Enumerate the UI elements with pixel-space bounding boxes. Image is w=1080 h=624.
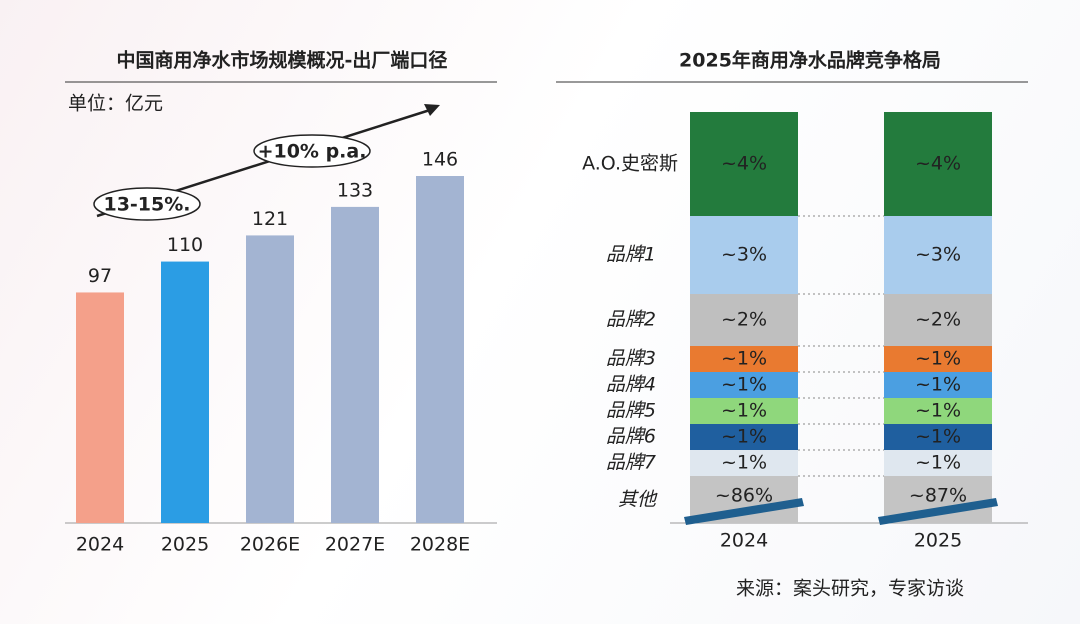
bar-segment <box>690 398 798 424</box>
value-label: ~1% <box>915 374 961 396</box>
legend-label: 品牌4 <box>606 374 656 396</box>
bar-segment <box>884 450 992 476</box>
legend-label: A.O.史密斯 <box>582 153 678 175</box>
right-title: 2025年商用净水品牌竞争格局 <box>679 49 941 72</box>
axis-break <box>878 498 998 525</box>
value-label: 121 <box>252 208 288 230</box>
value-label: ~1% <box>721 348 767 370</box>
bar-segment <box>690 216 798 294</box>
value-label: ~1% <box>721 426 767 448</box>
bar <box>76 292 124 523</box>
value-label: ~1% <box>915 452 961 474</box>
bar <box>416 176 464 523</box>
bar-segment <box>690 450 798 476</box>
bar-segment <box>690 424 798 450</box>
value-label: 97 <box>88 265 112 287</box>
annotation: 13-15%. <box>103 194 190 216</box>
value-label: ~4% <box>721 153 767 175</box>
value-label: ~2% <box>915 309 961 331</box>
value-label: ~3% <box>915 244 961 266</box>
bar-segment <box>884 216 992 294</box>
axis-break <box>684 498 804 525</box>
bar <box>246 235 294 524</box>
value-label: ~4% <box>915 153 961 175</box>
value-label: ~1% <box>721 452 767 474</box>
arrow-head <box>424 104 440 116</box>
legend-label: 品牌3 <box>606 348 656 370</box>
x-tick-label: 2028E <box>410 534 470 556</box>
bar-segment <box>690 346 798 372</box>
value-label: ~87% <box>909 485 967 507</box>
legend-label: 其他 <box>618 489 658 511</box>
value-label: ~86% <box>715 485 773 507</box>
annotation-bubble <box>93 187 201 221</box>
source-note: 来源：案头研究，专家访谈 <box>736 578 964 600</box>
value-label: 146 <box>422 149 458 171</box>
left-title: 中国商用净水市场规模概况-出厂端口径 <box>117 49 448 72</box>
value-label: ~1% <box>915 348 961 370</box>
value-label: ~2% <box>721 309 767 331</box>
bar-segment <box>884 346 992 372</box>
legend-label: 品牌2 <box>606 309 656 331</box>
bar-segment <box>690 372 798 398</box>
legend-label: 品牌7 <box>606 452 656 474</box>
x-tick-label: 2025 <box>914 530 962 552</box>
x-tick-label: 2024 <box>720 530 768 552</box>
bar-segment <box>884 424 992 450</box>
x-tick-label: 2027E <box>325 534 385 556</box>
bar-segment <box>884 372 992 398</box>
legend-label: 品牌6 <box>606 426 656 448</box>
bar-segment <box>690 294 798 346</box>
annotation-bubble <box>253 134 371 168</box>
legend-label: 品牌1 <box>606 244 656 266</box>
annotation: +10% p.a. <box>258 141 367 163</box>
bar-segment <box>884 294 992 346</box>
unit-label: 单位：亿元 <box>68 93 163 115</box>
value-label: ~1% <box>721 374 767 396</box>
value-label: ~1% <box>915 426 961 448</box>
value-label: 133 <box>337 179 373 201</box>
x-tick-label: 2024 <box>76 534 124 556</box>
value-label: ~1% <box>915 400 961 422</box>
bar <box>331 206 379 523</box>
bar-segment <box>884 398 992 424</box>
x-tick-label: 2025 <box>161 534 209 556</box>
bar-segment <box>884 112 992 216</box>
value-label: 110 <box>167 234 203 256</box>
bar-segment <box>690 112 798 216</box>
bar <box>161 261 209 523</box>
value-label: ~1% <box>721 400 767 422</box>
x-tick-label: 2026E <box>240 534 300 556</box>
value-label: ~3% <box>721 244 767 266</box>
legend-label: 品牌5 <box>606 400 656 422</box>
